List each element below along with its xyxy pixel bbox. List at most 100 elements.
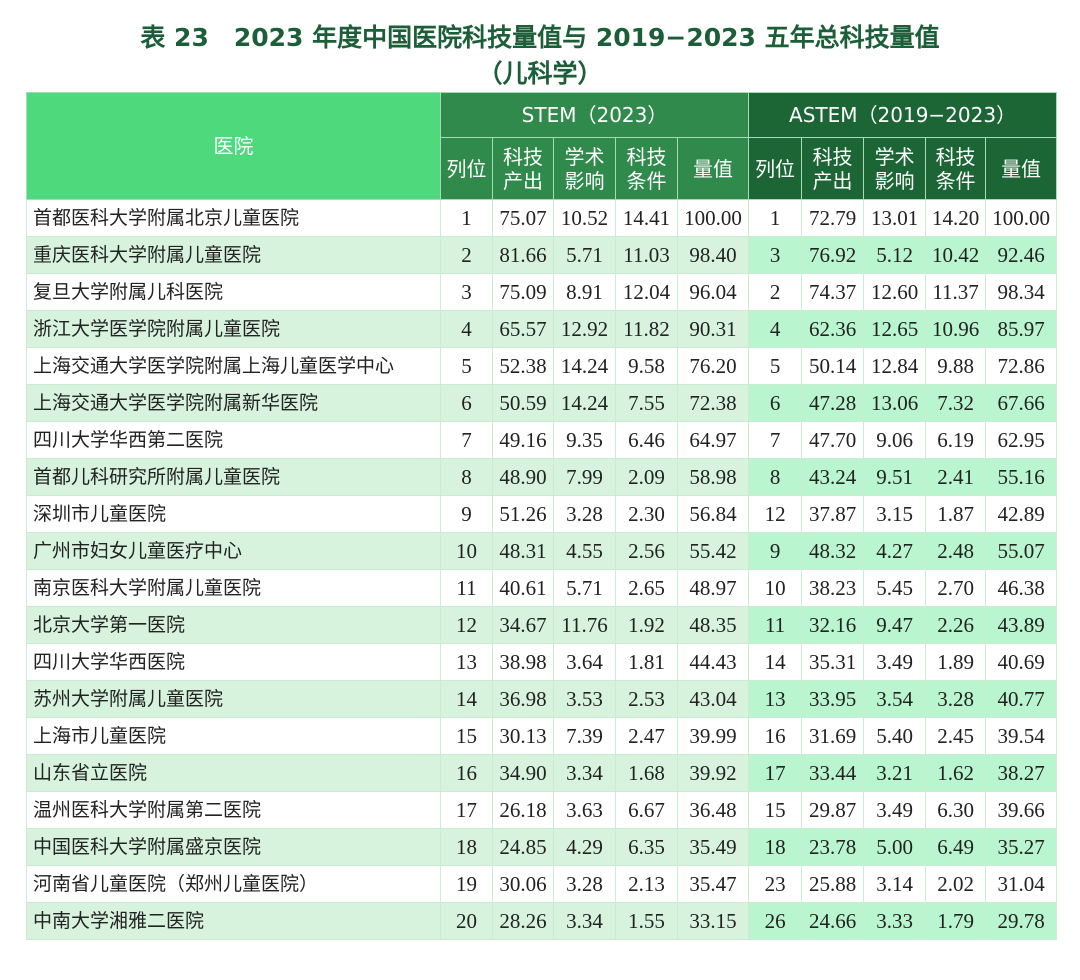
astem-rank: 5 [748, 347, 803, 385]
ranking-table: 医院 STEM（2023） ASTEM（2019−2023） 列位 科技 产出 学术… [26, 92, 1058, 940]
astem-value: 38.27 [985, 754, 1058, 792]
stem-value: 35.47 [676, 865, 750, 903]
header-stem-output: 科技 产出 [492, 137, 554, 200]
stem-value: 96.04 [676, 273, 750, 311]
stem-impact: 11.76 [553, 606, 616, 644]
astem-rank: 16 [748, 717, 803, 755]
hospital-name: 浙江大学医学院附属儿童医院 [26, 310, 441, 348]
stem-value: 76.20 [676, 347, 750, 385]
stem-rank: 3 [440, 273, 493, 311]
astem-rank: 11 [748, 606, 803, 644]
astem-output: 35.31 [801, 643, 865, 681]
astem-condition: 3.28 [925, 680, 987, 718]
stem-rank: 15 [440, 717, 493, 755]
astem-condition: 6.30 [925, 791, 987, 829]
stem-condition: 2.09 [615, 458, 678, 496]
stem-rank: 13 [440, 643, 493, 681]
astem-output: 32.16 [801, 606, 865, 644]
stem-output: 48.90 [492, 458, 554, 496]
stem-value: 44.43 [676, 643, 750, 681]
hospital-name: 上海交通大学医学院附属新华医院 [26, 384, 441, 422]
stem-rank: 11 [440, 569, 493, 607]
hospital-name: 深圳市儿童医院 [26, 495, 441, 533]
stem-output: 48.31 [492, 532, 554, 570]
astem-output: 47.70 [801, 421, 865, 459]
stem-impact: 4.29 [553, 828, 616, 866]
astem-output: 74.37 [801, 273, 865, 311]
stem-condition: 11.82 [615, 310, 678, 348]
table-row: 浙江大学医学院附属儿童医院 4 65.57 12.92 11.82 90.31 4 62.36… [26, 310, 1058, 348]
stem-impact: 12.92 [553, 310, 616, 348]
stem-output: 49.16 [492, 421, 554, 459]
table-title: 表 23 2023 年度中国医院科技量值与 2019−2023 五年总科技量值 [140, 23, 940, 52]
stem-condition: 2.30 [615, 495, 678, 533]
stem-output: 34.90 [492, 754, 554, 792]
stem-output: 52.38 [492, 347, 554, 385]
astem-impact: 3.14 [863, 865, 927, 903]
header-stem-value: 量值 [676, 137, 750, 200]
astem-rank: 13 [748, 680, 803, 718]
hospital-name: 首都儿科研究所附属儿童医院 [26, 458, 441, 496]
table-row: 河南省儿童医院（郑州儿童医院） 19 30.06 3.28 2.13 35.47 23 25.… [26, 865, 1058, 903]
astem-impact: 12.65 [863, 310, 927, 348]
stem-output: 75.09 [492, 273, 554, 311]
stem-rank: 20 [440, 902, 493, 940]
astem-condition: 7.32 [925, 384, 987, 422]
hospital-name: 苏州大学附属儿童医院 [26, 680, 441, 718]
stem-impact: 14.24 [553, 347, 616, 385]
astem-rank: 23 [748, 865, 803, 903]
hospital-name: 中南大学湘雅二医院 [26, 902, 441, 940]
astem-condition: 2.48 [925, 532, 987, 570]
stem-output: 50.59 [492, 384, 554, 422]
stem-output: 81.66 [492, 236, 554, 274]
stem-impact: 14.24 [553, 384, 616, 422]
stem-output: 38.98 [492, 643, 554, 681]
astem-impact: 5.45 [863, 569, 927, 607]
table-subtitle: （儿科学） [477, 59, 603, 88]
astem-rank: 14 [748, 643, 803, 681]
table-row: 首都医科大学附属北京儿童医院 1 75.07 10.52 14.41 100.00 1 72.… [26, 199, 1058, 237]
stem-condition: 11.03 [615, 236, 678, 274]
header-stem-condition: 科技 条件 [615, 137, 678, 200]
astem-output: 33.44 [801, 754, 865, 792]
header-stem: STEM（2023） [439, 92, 750, 138]
hospital-name: 上海市儿童医院 [26, 717, 441, 755]
astem-value: 98.34 [985, 273, 1058, 311]
astem-output: 76.92 [801, 236, 865, 274]
table-row: 首都儿科研究所附属儿童医院 8 48.90 7.99 2.09 58.98 8 43.24 9.… [26, 458, 1058, 496]
astem-condition: 11.37 [925, 273, 987, 311]
stem-condition: 2.65 [615, 569, 678, 607]
astem-value: 39.54 [985, 717, 1058, 755]
astem-condition: 2.02 [925, 865, 987, 903]
astem-condition: 14.20 [925, 199, 987, 237]
header-astem-output: 科技 产出 [801, 137, 865, 200]
stem-rank: 1 [440, 199, 493, 237]
hospital-name: 四川大学华西医院 [26, 643, 441, 681]
hospital-name: 复旦大学附属儿科医院 [26, 273, 441, 311]
stem-condition: 2.13 [615, 865, 678, 903]
stem-rank: 7 [440, 421, 493, 459]
stem-output: 36.98 [492, 680, 554, 718]
stem-condition: 9.58 [615, 347, 678, 385]
astem-output: 33.95 [801, 680, 865, 718]
stem-condition: 1.68 [615, 754, 678, 792]
astem-value: 40.69 [985, 643, 1058, 681]
stem-condition: 12.04 [615, 273, 678, 311]
astem-value: 55.07 [985, 532, 1058, 570]
table-row: 中国医科大学附属盛京医院 18 24.85 4.29 6.35 35.49 18 23.78 5… [26, 828, 1058, 866]
stem-value: 48.35 [676, 606, 750, 644]
astem-value: 31.04 [985, 865, 1058, 903]
astem-impact: 3.49 [863, 643, 927, 681]
astem-impact: 5.40 [863, 717, 927, 755]
astem-condition: 10.96 [925, 310, 987, 348]
stem-impact: 9.35 [553, 421, 616, 459]
astem-output: 62.36 [801, 310, 865, 348]
astem-rank: 26 [748, 902, 803, 940]
astem-impact: 9.47 [863, 606, 927, 644]
astem-rank: 1 [748, 199, 803, 237]
hospital-name: 重庆医科大学附属儿童医院 [26, 236, 441, 274]
astem-condition: 1.79 [925, 902, 987, 940]
stem-value: 90.31 [676, 310, 750, 348]
stem-value: 56.84 [676, 495, 750, 533]
stem-rank: 9 [440, 495, 493, 533]
